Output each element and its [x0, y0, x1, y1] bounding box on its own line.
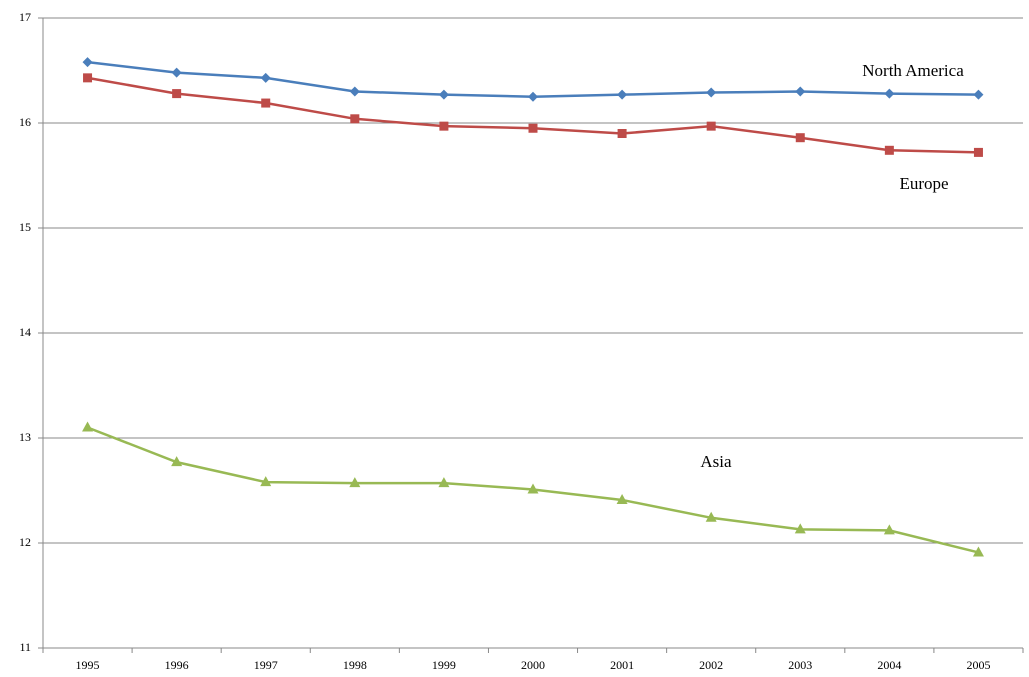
- x-tick-label: 2003: [788, 658, 812, 672]
- marker: [260, 476, 272, 487]
- x-tick-label: 2005: [966, 658, 990, 672]
- marker: [528, 123, 538, 133]
- marker: [972, 546, 984, 557]
- marker: [528, 91, 538, 102]
- series-label: Asia: [700, 452, 732, 471]
- x-tick-label: 2000: [521, 658, 545, 672]
- marker: [705, 511, 717, 522]
- marker: [706, 87, 717, 98]
- marker: [706, 121, 716, 131]
- marker: [438, 89, 449, 100]
- marker: [617, 129, 627, 138]
- x-tick-label: 2001: [610, 658, 634, 672]
- series-line: [87, 60, 979, 99]
- y-tick-label: 16: [19, 115, 31, 129]
- marker: [438, 477, 450, 488]
- marker: [83, 73, 93, 83]
- marker: [884, 88, 895, 99]
- marker: [439, 121, 449, 131]
- x-tick-label: 2004: [877, 658, 901, 672]
- y-tick-label: 17: [19, 10, 31, 24]
- marker: [527, 483, 539, 494]
- marker: [261, 98, 271, 108]
- x-tick-label: 1999: [432, 658, 456, 672]
- x-tick-label: 1998: [343, 658, 367, 672]
- marker: [82, 57, 93, 68]
- marker: [795, 133, 805, 143]
- y-tick-label: 11: [19, 640, 31, 654]
- x-tick-label: 2002: [699, 658, 723, 672]
- marker: [349, 86, 360, 97]
- series-line: [87, 76, 979, 154]
- marker: [616, 493, 628, 504]
- y-tick-label: 15: [19, 220, 31, 234]
- y-tick-label: 14: [19, 325, 31, 339]
- marker: [973, 89, 984, 100]
- x-tick-label: 1997: [254, 658, 278, 672]
- marker: [973, 147, 983, 157]
- marker: [171, 456, 183, 467]
- marker: [349, 477, 361, 488]
- series-label: Europe: [899, 174, 948, 193]
- marker: [884, 145, 894, 155]
- marker: [172, 89, 182, 99]
- marker: [794, 523, 806, 534]
- marker: [171, 67, 182, 78]
- marker: [82, 421, 94, 432]
- marker: [883, 524, 895, 535]
- y-tick-label: 12: [19, 535, 31, 549]
- series-label: North America: [862, 61, 964, 80]
- x-tick-label: 1995: [76, 658, 100, 672]
- marker: [617, 89, 628, 100]
- marker: [795, 86, 806, 97]
- x-tick-label: 1996: [165, 658, 189, 672]
- y-tick-label: 13: [19, 430, 31, 444]
- marker: [350, 114, 360, 124]
- marker: [260, 72, 271, 83]
